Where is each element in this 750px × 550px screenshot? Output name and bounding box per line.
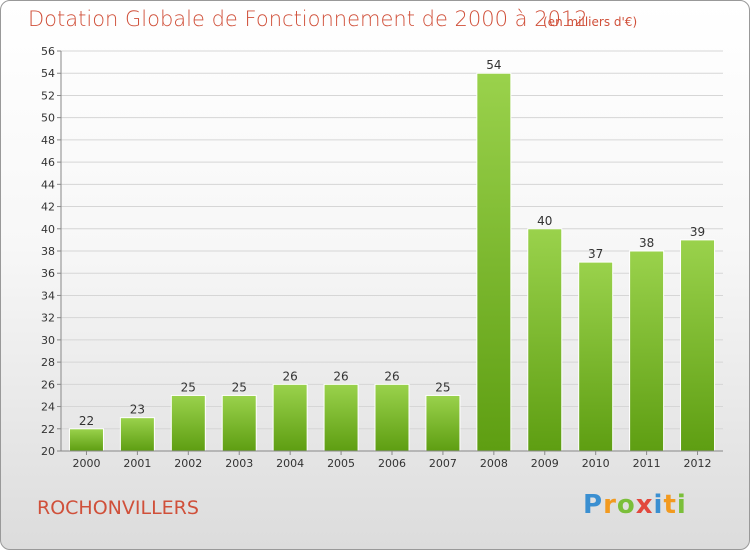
- bars: 22 23 25 25 26 26 26 25 54 40 37 38 39: [68, 58, 716, 452]
- chart-title: Dotation Globale de Fonctionnement de 20…: [28, 7, 588, 31]
- axes: 20 22 24 26 28 30 32 34 36 38 40 42 44 46 48 50 52 54 56 20…: [41, 45, 723, 470]
- y-tick-label: 38: [41, 245, 55, 258]
- data-label: 26: [333, 369, 348, 383]
- y-tick-label: 36: [41, 267, 55, 280]
- x-tick-label: 2008: [480, 457, 508, 470]
- data-label: 26: [384, 369, 399, 383]
- data-label: 26: [283, 369, 298, 383]
- bar: [527, 228, 563, 452]
- bar: [170, 394, 206, 452]
- bar: [680, 239, 716, 452]
- bar: [68, 428, 104, 452]
- x-tick-label: 2009: [531, 457, 559, 470]
- commune-name: ROCHONVILLERS: [37, 497, 199, 519]
- bar: [221, 394, 257, 452]
- data-label: 22: [79, 414, 94, 428]
- logo-letter: o: [616, 490, 636, 520]
- y-tick-label: 22: [41, 423, 55, 436]
- logo-letter: t: [663, 490, 677, 520]
- x-tick-label: 2000: [72, 457, 100, 470]
- y-tick-label: 20: [41, 445, 55, 458]
- data-label: 25: [232, 380, 247, 394]
- y-tick-label: 50: [41, 112, 55, 125]
- y-tick-label: 34: [41, 289, 55, 302]
- proxiti-logo[interactable]: Proxiti: [583, 490, 687, 520]
- y-tick-label: 54: [41, 67, 55, 80]
- y-tick-label: 52: [41, 89, 55, 102]
- data-label: 25: [181, 380, 196, 394]
- logo-letter: P: [583, 490, 604, 520]
- data-label: 40: [537, 214, 552, 228]
- bar: [578, 261, 614, 452]
- logo-letter: x: [635, 490, 654, 520]
- data-label: 38: [639, 236, 654, 250]
- y-tick-label: 40: [41, 223, 55, 236]
- x-tick-label: 2007: [429, 457, 457, 470]
- bar: [476, 72, 512, 452]
- x-tick-label: 2012: [684, 457, 712, 470]
- bar: [119, 417, 155, 452]
- y-tick-label: 32: [41, 312, 55, 325]
- x-tick-label: 2010: [582, 457, 610, 470]
- y-tick-label: 56: [41, 45, 55, 58]
- x-tick-label: 2003: [225, 457, 253, 470]
- logo-letter: i: [653, 490, 664, 520]
- y-tick-label: 24: [41, 401, 55, 414]
- chart-subtitle: (en milliers d'€): [543, 15, 638, 29]
- y-tick-label: 46: [41, 156, 55, 169]
- bar: [374, 383, 410, 452]
- data-label: 25: [435, 380, 450, 394]
- y-tick-label: 44: [41, 178, 55, 191]
- logo-letter: r: [603, 490, 617, 520]
- x-tick-label: 2005: [327, 457, 355, 470]
- bar: [629, 250, 665, 452]
- x-tick-label: 2002: [174, 457, 202, 470]
- data-label: 23: [130, 403, 145, 417]
- y-tick-label: 26: [41, 378, 55, 391]
- bar: [272, 383, 308, 452]
- y-tick-label: 48: [41, 134, 55, 147]
- y-tick-label: 28: [41, 356, 55, 369]
- data-label: 37: [588, 247, 603, 261]
- x-tick-label: 2004: [276, 457, 304, 470]
- bar: [425, 394, 461, 452]
- data-label: 39: [690, 225, 705, 239]
- y-tick-label: 30: [41, 334, 55, 347]
- x-tick-label: 2011: [633, 457, 661, 470]
- x-tick-label: 2006: [378, 457, 406, 470]
- logo-letter: i: [676, 490, 687, 520]
- x-tick-label: 2001: [123, 457, 151, 470]
- bar: [323, 383, 359, 452]
- y-tick-label: 42: [41, 201, 55, 214]
- data-label: 54: [486, 58, 501, 72]
